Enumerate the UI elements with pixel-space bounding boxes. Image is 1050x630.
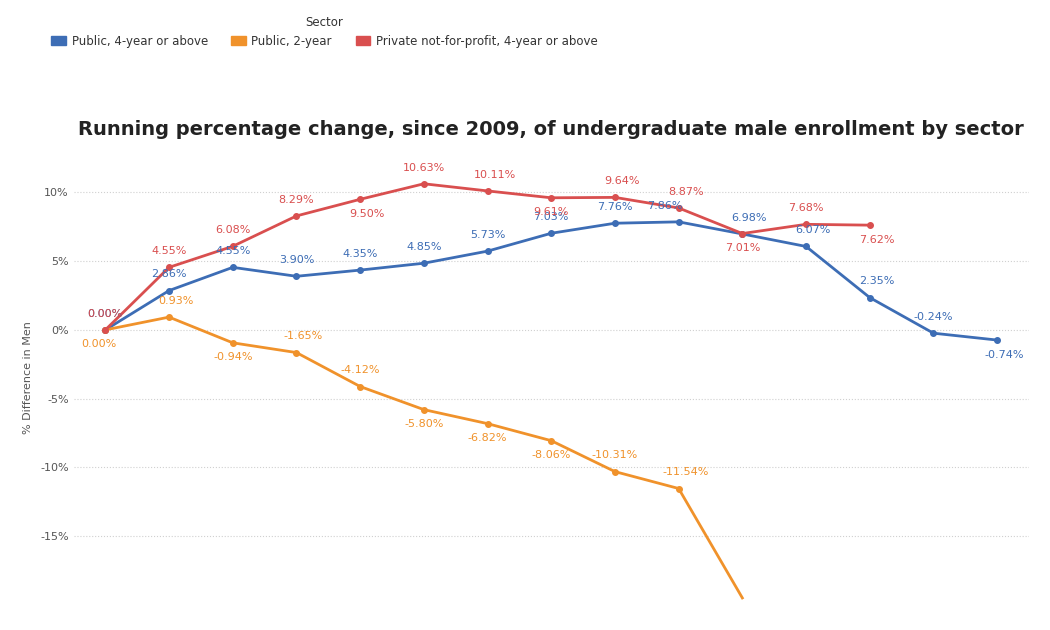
Text: 10.11%: 10.11% [474, 170, 516, 180]
Text: 9.64%: 9.64% [604, 176, 639, 186]
Public, 4-year or above [991, 336, 1004, 344]
Text: 4.55%: 4.55% [215, 246, 251, 256]
Text: 8.87%: 8.87% [668, 187, 704, 197]
Text: 4.85%: 4.85% [406, 242, 442, 252]
Line: Public, 4-year or above: Public, 4-year or above [103, 219, 1000, 343]
Text: 0.00%: 0.00% [81, 340, 117, 350]
Public, 4-year or above [736, 230, 749, 238]
Text: -0.94%: -0.94% [213, 352, 252, 362]
Private not-for-profit, 4-year or above [163, 263, 175, 271]
Text: 4.35%: 4.35% [342, 249, 378, 259]
Public, 4-year or above [800, 243, 813, 250]
Text: -8.06%: -8.06% [531, 450, 571, 460]
Public, 4-year or above [927, 329, 940, 337]
Public, 2-year [609, 468, 622, 476]
Public, 4-year or above [163, 287, 175, 294]
Text: -10.31%: -10.31% [592, 450, 638, 461]
Text: 0.00%: 0.00% [88, 309, 123, 319]
Public, 2-year [481, 420, 494, 427]
Title: Running percentage change, since 2009, of undergraduate male enrollment by secto: Running percentage change, since 2009, o… [79, 120, 1024, 139]
Text: 6.98%: 6.98% [732, 213, 768, 223]
Private not-for-profit, 4-year or above [863, 221, 876, 229]
Private not-for-profit, 4-year or above [609, 193, 622, 201]
Text: 6.08%: 6.08% [215, 225, 251, 235]
Private not-for-profit, 4-year or above [418, 180, 430, 188]
Text: 4.55%: 4.55% [151, 246, 187, 256]
Text: 0.00%: 0.00% [88, 309, 123, 319]
Text: 6.07%: 6.07% [795, 226, 831, 236]
Text: 3.90%: 3.90% [278, 255, 314, 265]
Public, 4-year or above [609, 219, 622, 227]
Text: 9.50%: 9.50% [350, 209, 384, 219]
Public, 4-year or above [227, 263, 239, 271]
Public, 2-year [418, 406, 430, 413]
Text: 7.68%: 7.68% [789, 203, 824, 213]
Text: -1.65%: -1.65% [284, 331, 323, 341]
Text: 8.29%: 8.29% [278, 195, 314, 205]
Text: 7.03%: 7.03% [533, 212, 569, 222]
Private not-for-profit, 4-year or above [736, 230, 749, 238]
Private not-for-profit, 4-year or above [99, 326, 111, 334]
Private not-for-profit, 4-year or above [800, 220, 813, 228]
Public, 4-year or above [354, 266, 366, 274]
Public, 2-year [99, 326, 111, 334]
Public, 2-year [354, 383, 366, 391]
Text: 7.62%: 7.62% [859, 234, 895, 244]
Public, 2-year [163, 313, 175, 321]
Public, 4-year or above [545, 229, 558, 237]
Text: -0.74%: -0.74% [984, 350, 1024, 360]
Text: -11.54%: -11.54% [663, 467, 709, 478]
Text: 10.63%: 10.63% [403, 163, 445, 173]
Public, 4-year or above [672, 218, 685, 226]
Text: 9.61%: 9.61% [533, 207, 569, 217]
Private not-for-profit, 4-year or above [227, 243, 239, 250]
Line: Public, 2-year: Public, 2-year [103, 314, 681, 491]
Public, 2-year [227, 339, 239, 346]
Public, 4-year or above [290, 273, 302, 280]
Private not-for-profit, 4-year or above [672, 204, 685, 212]
Text: 7.86%: 7.86% [647, 201, 682, 211]
Text: -6.82%: -6.82% [468, 433, 507, 443]
Y-axis label: % Difference in Men: % Difference in Men [23, 321, 33, 435]
Legend: Public, 4-year or above, Public, 2-year, Private not-for-profit, 4-year or above: Public, 4-year or above, Public, 2-year,… [48, 12, 601, 51]
Private not-for-profit, 4-year or above [354, 195, 366, 203]
Text: -0.24%: -0.24% [914, 312, 953, 322]
Text: 7.76%: 7.76% [597, 202, 633, 212]
Text: -4.12%: -4.12% [340, 365, 380, 375]
Private not-for-profit, 4-year or above [481, 187, 494, 195]
Public, 4-year or above [863, 294, 876, 301]
Public, 4-year or above [418, 260, 430, 267]
Private not-for-profit, 4-year or above [290, 212, 302, 220]
Text: -5.80%: -5.80% [404, 419, 443, 429]
Text: 5.73%: 5.73% [469, 230, 505, 240]
Text: 0.93%: 0.93% [159, 296, 193, 306]
Private not-for-profit, 4-year or above [545, 194, 558, 202]
Text: 7.01%: 7.01% [724, 243, 760, 253]
Line: Private not-for-profit, 4-year or above: Private not-for-profit, 4-year or above [103, 181, 873, 333]
Public, 4-year or above [481, 248, 494, 255]
Public, 2-year [545, 437, 558, 444]
Text: 2.35%: 2.35% [859, 277, 895, 287]
Public, 2-year [290, 349, 302, 357]
Public, 2-year [672, 484, 685, 492]
Text: 2.86%: 2.86% [151, 270, 187, 280]
Public, 4-year or above [99, 326, 111, 334]
